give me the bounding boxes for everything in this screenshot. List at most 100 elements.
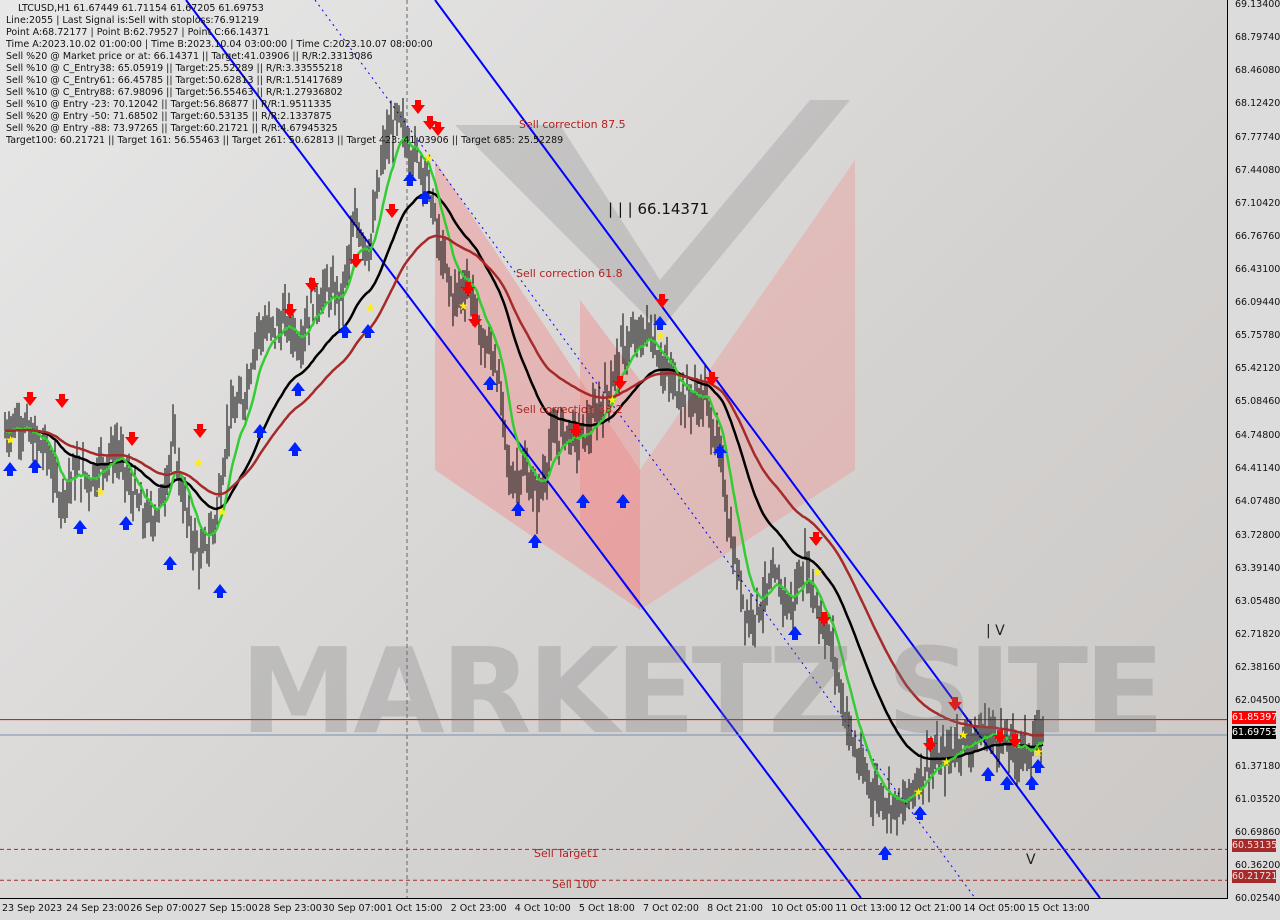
sell-arrow-icon (461, 282, 475, 296)
watermark-m-right (640, 160, 855, 610)
y-tick-label: 66.76760 (1235, 231, 1280, 243)
x-tick-label: 15 Oct 13:00 (1027, 903, 1090, 914)
sell-100-price-tag: 60.21721 (1232, 870, 1278, 883)
signal-info-line: Line:2055 | Last Signal is:Sell with sto… (6, 15, 259, 26)
signal-info-line: Sell %20 @ Entry -88: 73.97265 || Target… (6, 123, 338, 134)
buy-arrow-icon (403, 172, 417, 186)
star-icon: ★ (607, 393, 618, 407)
channel-lower-line (185, 0, 862, 898)
sell-arrow-icon (569, 424, 583, 438)
y-tick-label: 64.41140 (1235, 462, 1280, 474)
x-tick-label: 2 Oct 23:00 (450, 903, 507, 914)
buy-arrow-icon (1031, 759, 1045, 773)
x-tick-label: 10 Oct 05:00 (771, 903, 834, 914)
y-tick-label: 64.07480 (1235, 495, 1280, 507)
x-tick-label: 4 Oct 10:00 (514, 903, 571, 914)
x-tick-label: 23 Sep 2023 (2, 903, 63, 914)
x-tick-label: 11 Oct 13:00 (835, 903, 898, 914)
x-tick-label: 26 Sep 07:00 (130, 903, 194, 914)
x-tick-label: 7 Oct 02:00 (643, 903, 699, 914)
x-tick-label: 30 Sep 07:00 (322, 903, 386, 914)
signal-info-line: Sell %10 @ C_Entry38: 65.05919 || Target… (6, 63, 343, 74)
sell-arrow-icon (423, 116, 437, 130)
marker-v-lower: V (1026, 852, 1036, 868)
star-icon: ★ (913, 785, 924, 799)
buy-arrow-icon (616, 494, 630, 508)
y-tick-label: 67.10420 (1235, 198, 1280, 210)
buy-arrow-icon (163, 556, 177, 570)
star-icon: ★ (941, 755, 952, 769)
buy-arrow-icon (913, 806, 927, 820)
star-icon: ★ (5, 433, 16, 447)
buy-arrow-icon (418, 190, 432, 204)
watermark-m-left (435, 160, 640, 610)
medium-moving-average (4, 190, 1044, 761)
buy-arrow-icon (878, 846, 892, 860)
watermark-check (455, 100, 850, 330)
y-tick-label: 60.02540 (1235, 893, 1280, 905)
y-tick-label: 68.46080 (1235, 65, 1280, 77)
sell-arrow-icon (468, 314, 482, 328)
sell-arrow-icon (55, 394, 69, 408)
price-chart[interactable]: ★ ★ ★ ★ ★ ★ ★ ★ ★ ★ ★ ★ ★ ★ MARKETZ SITE LTCUSD,H1 61… (0, 0, 1228, 899)
signal-info-panel: LTCUSD,H1 61.67449 61.71154 61.67205 61.… (6, 3, 563, 147)
y-tick-label: 62.04500 (1235, 694, 1280, 706)
buy-arrow-icon (291, 382, 305, 396)
y-tick-label: 64.74800 (1235, 429, 1280, 441)
x-tick-label: 12 Oct 21:00 (899, 903, 962, 914)
y-tick-label: 63.72800 (1235, 529, 1280, 541)
y-tick-label: 65.08460 (1235, 396, 1280, 408)
x-tick-label: 27 Sep 15:00 (194, 903, 258, 914)
buy-arrow-icon (511, 502, 525, 516)
sell-correction-61-label: Sell correction 61.8 (516, 267, 623, 280)
buy-arrow-icon (483, 376, 497, 390)
sell-arrow-icon (923, 738, 937, 752)
sell-arrow-icon (1008, 734, 1022, 748)
y-tick-label: 61.03520 (1235, 793, 1280, 805)
sell-arrow-icon (613, 376, 627, 390)
buy-arrow-icon (713, 444, 727, 458)
sell-arrow-icon (948, 697, 962, 711)
sell-target1-label: Sell Target1 (534, 847, 599, 860)
buy-arrow-icon (653, 316, 667, 330)
signal-info-line: Target100: 60.21721 || Target 161: 56.55… (6, 135, 564, 146)
buy-arrow-icon (3, 462, 17, 476)
buy-arrow-icon (576, 494, 590, 508)
star-icon: ★ (365, 301, 376, 315)
sell-arrow-icon (349, 254, 363, 268)
y-tick-label: 67.77740 (1235, 132, 1280, 144)
star-icon: ★ (655, 329, 666, 343)
y-tick-label: 65.42120 (1235, 363, 1280, 375)
sell-arrow-icon (705, 372, 719, 386)
sell-arrow-icon (655, 294, 669, 308)
buy-arrow-icon (73, 520, 87, 534)
marker-v-upper: | V (986, 623, 1005, 639)
star-icon: ★ (1033, 745, 1044, 759)
buy-arrow-icon (119, 516, 133, 530)
y-tick-label: 60.69860 (1235, 827, 1280, 839)
sell-target1-price-tag: 60.53135 (1232, 839, 1278, 852)
sell-arrow-icon (193, 424, 207, 438)
buy-arrow-icon (288, 442, 302, 456)
current-price-tag: 61.69753 (1232, 726, 1278, 739)
x-tick-label: 8 Oct 21:00 (707, 903, 763, 914)
y-tick-label: 69.13400 (1235, 0, 1280, 10)
signal-info-line: Sell %10 @ C_Entry88: 67.98096 || Target… (6, 87, 343, 98)
y-tick-label: 62.38160 (1235, 661, 1280, 673)
x-tick-label: 28 Sep 23:00 (258, 903, 322, 914)
star-icon: ★ (958, 728, 969, 742)
symbol-header: LTCUSD,H1 61.67449 61.71154 61.67205 61.… (18, 3, 264, 14)
star-icon: ★ (193, 456, 204, 470)
signal-info-line: Sell %20 @ Entry -50: 71.68502 || Target… (6, 111, 332, 122)
watermark: MARKETZ SITE (240, 622, 1165, 760)
signal-info-line: Sell %10 @ C_Entry61: 66.45785 || Target… (6, 75, 343, 86)
y-tick-label: 68.12420 (1235, 98, 1280, 110)
slow-moving-average (4, 234, 1044, 737)
y-tick-label: 67.44080 (1235, 165, 1280, 177)
sell-correction-87-label: Sell correction 87.5 (519, 118, 626, 131)
signal-info-line: Sell %10 @ Entry -23: 70.12042 || Target… (6, 99, 332, 110)
sell-arrow-icon (431, 122, 445, 136)
x-tick-label: 14 Oct 05:00 (963, 903, 1026, 914)
signal-info-line: Sell %20 @ Market price or at: 66.14371 … (6, 51, 373, 62)
buy-arrow-icon (338, 324, 352, 338)
